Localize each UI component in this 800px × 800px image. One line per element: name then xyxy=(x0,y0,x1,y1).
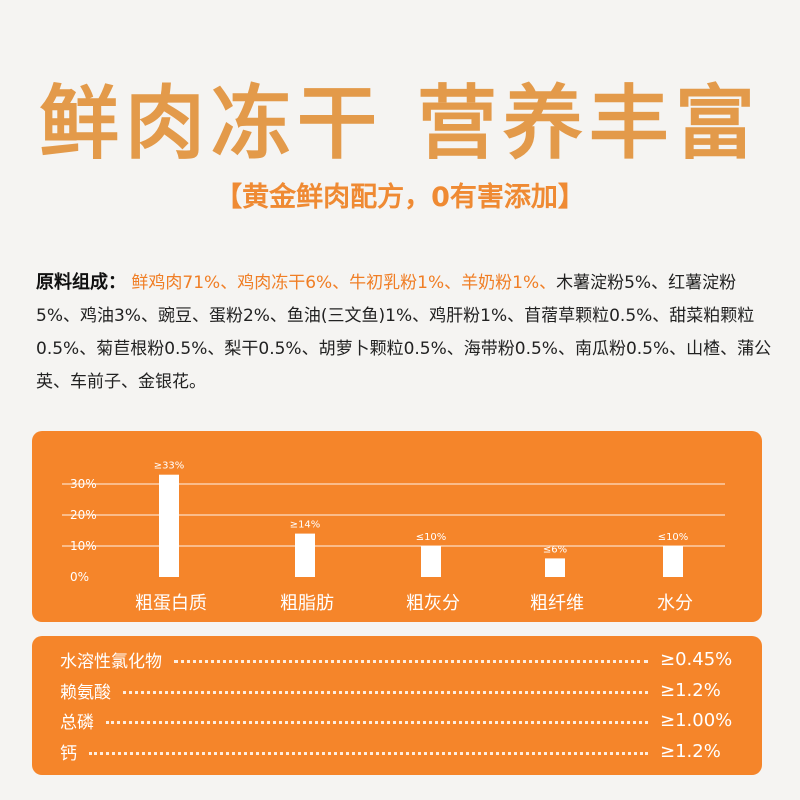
nutrient-row: 赖氨酸 ≥1.2% xyxy=(60,675,732,705)
nutrient-value: ≥1.2% xyxy=(660,679,721,701)
ingredients-label: 原料组成： xyxy=(36,272,126,293)
dotted-leader xyxy=(106,720,648,724)
nutrient-row: 钙 ≥1.2% xyxy=(60,736,732,766)
ingredients-highlighted: 鲜鸡肉71%、鸡肉冻干6%、牛初乳粉1%、羊奶粉1%、 xyxy=(131,273,557,293)
nutrient-name: 总磷 xyxy=(60,712,94,733)
nutrient-list-panel: 水溶性氯化物 ≥0.45% 赖氨酸 ≥1.2% 总磷 ≥1.00% 钙 ≥1.2… xyxy=(32,636,762,775)
nutrient-name: 水溶性氯化物 xyxy=(60,651,162,672)
nutrient-name: 钙 xyxy=(60,743,77,764)
dotted-leader xyxy=(174,659,648,663)
bar-value-label: ≥14% xyxy=(290,520,321,531)
nutrition-chart-panel: 0% 10% 20% 30% ≥33% 粗蛋白质 ≥14% 粗脂肪 ≤10% 粗灰分 ≤6% 粗纤维 ≤… xyxy=(32,431,762,622)
y-tick-label: 10% xyxy=(70,539,97,553)
bar xyxy=(295,533,315,577)
x-category-label: 粗纤维 xyxy=(530,593,584,614)
bar-value-label: ≥33% xyxy=(154,461,185,472)
ingredients-rest: 木薯淀粉5%、红薯淀粉5%、鸡油3%、豌豆、蛋粉2%、鱼油(三文鱼)1%、鸡肝粉… xyxy=(36,273,772,392)
bar xyxy=(545,558,565,577)
y-tick-label: 30% xyxy=(70,477,97,491)
nutrient-name: 赖氨酸 xyxy=(60,682,111,703)
page-title: 鲜肉冻干 营养丰富 xyxy=(39,77,761,170)
ingredients-text: 原料组成： 鲜鸡肉71%、鸡肉冻干6%、牛初乳粉1%、羊奶粉1%、木薯淀粉5%、… xyxy=(36,266,776,399)
bar-value-label: ≤10% xyxy=(658,532,689,543)
bar xyxy=(663,546,683,577)
nutrient-value: ≥1.2% xyxy=(660,740,721,762)
y-tick-label: 0% xyxy=(70,570,89,584)
x-category-label: 水分 xyxy=(657,593,693,614)
nutrition-bar-chart: 0% 10% 20% 30% ≥33% 粗蛋白质 ≥14% 粗脂肪 ≤10% 粗灰分 ≤6% 粗纤维 ≤… xyxy=(62,461,725,614)
nutrient-row: 总磷 ≥1.00% xyxy=(60,705,732,735)
page-subtitle: 【黄金鲜肉配方，0有害添加】 xyxy=(215,182,585,213)
x-category-label: 粗灰分 xyxy=(406,593,460,614)
x-category-label: 粗蛋白质 xyxy=(135,593,207,614)
dotted-leader xyxy=(89,751,648,755)
x-category-label: 粗脂肪 xyxy=(280,593,334,614)
dotted-leader xyxy=(123,690,648,694)
nutrient-value: ≥1.00% xyxy=(660,709,733,731)
bar xyxy=(421,546,441,577)
bar-value-label: ≤6% xyxy=(543,544,567,555)
bar xyxy=(159,474,179,577)
y-tick-label: 20% xyxy=(70,508,97,522)
nutrient-row: 水溶性氯化物 ≥0.45% xyxy=(60,644,732,674)
nutrient-value: ≥0.45% xyxy=(660,648,733,670)
bar-value-label: ≤10% xyxy=(416,532,447,543)
